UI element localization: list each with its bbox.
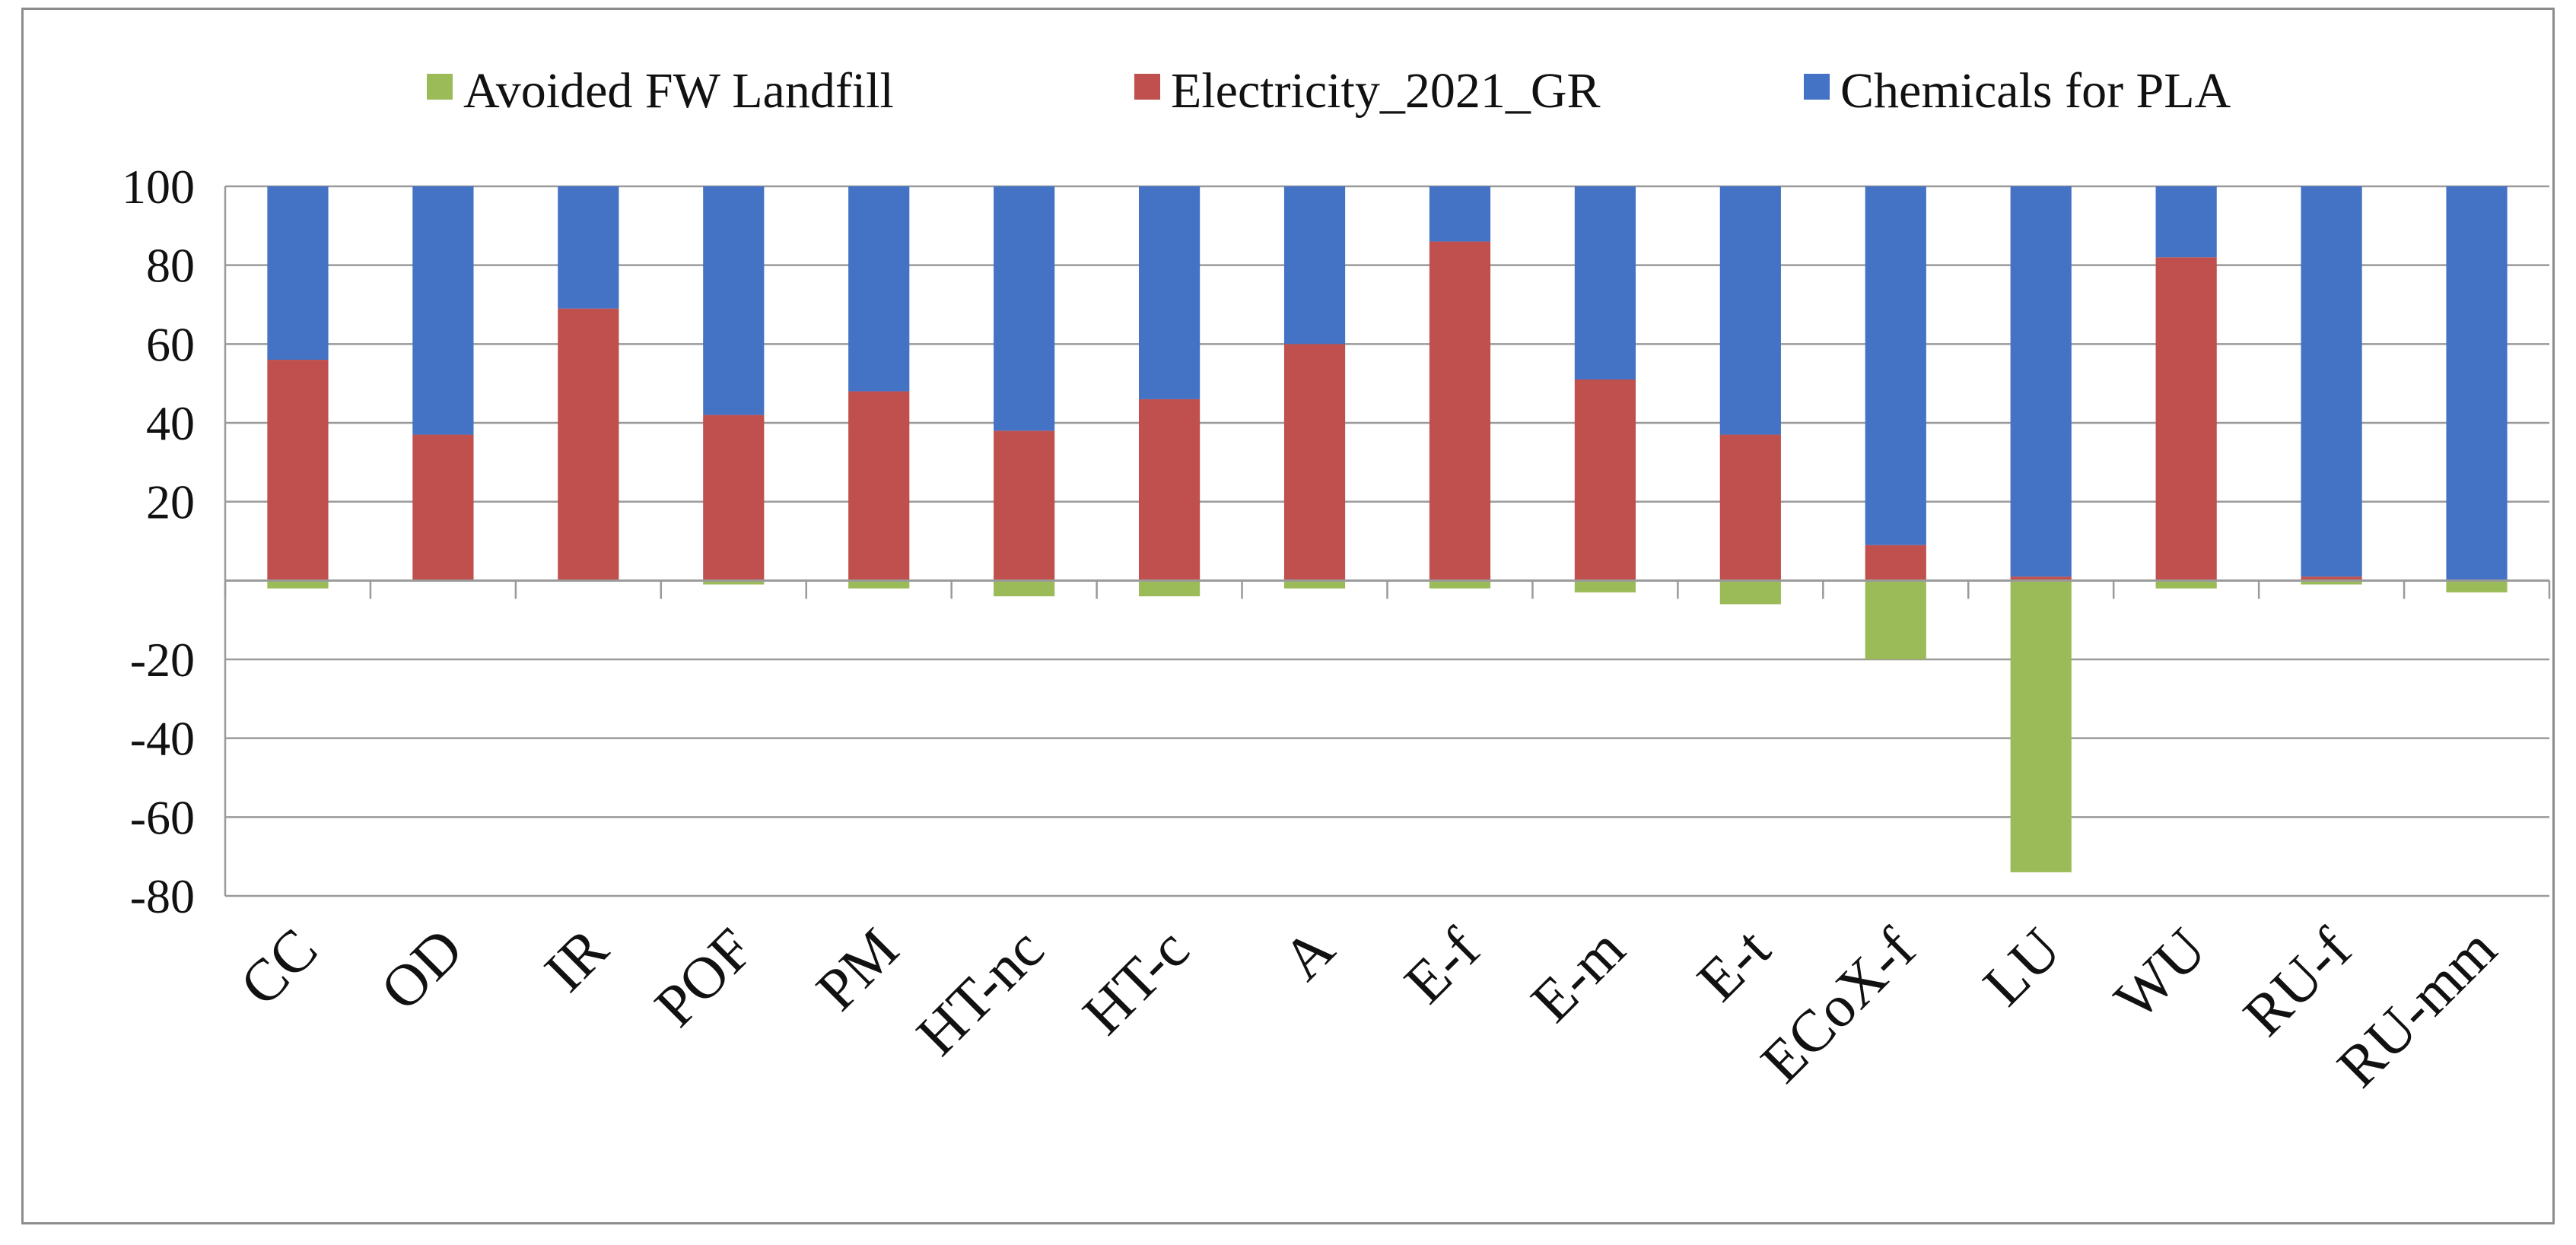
bar-e-f-electricity-2021-gr xyxy=(1429,241,1491,581)
x-tick-label: OD xyxy=(367,916,475,1023)
bar-ht-nc-avoided-fw-landfill xyxy=(994,580,1055,597)
bar-ecox-f-avoided-fw-landfill xyxy=(1865,580,1926,659)
bar-od-electricity-2021-gr xyxy=(412,434,474,581)
x-tick-label: IR xyxy=(532,916,621,1005)
stacked-bar-chart: Avoided FW Landfill Electricity_2021_GR … xyxy=(122,63,2551,1100)
bar-ht-nc-electricity-2021-gr xyxy=(994,430,1055,581)
x-tick-label: POF xyxy=(642,916,766,1040)
bar-ir-chemicals-for-pla xyxy=(558,186,619,309)
x-tick-label: PM xyxy=(803,916,911,1023)
bar-pm-avoided-fw-landfill xyxy=(848,580,910,589)
bar-ecox-f-chemicals-for-pla xyxy=(1865,186,1926,545)
x-tick-label: A xyxy=(1270,916,1347,993)
bar-wu-chemicals-for-pla xyxy=(2155,186,2217,258)
bar-pm-chemicals-for-pla xyxy=(848,186,910,392)
bar-a-electricity-2021-gr xyxy=(1283,344,1346,581)
y-tick-label: 60 xyxy=(146,317,195,371)
bar-ht-c-electricity-2021-gr xyxy=(1138,399,1201,581)
y-tick-label: -60 xyxy=(130,790,195,844)
legend-swatch-chemicals-for-pla xyxy=(1804,74,1830,100)
bar-ru-f-avoided-fw-landfill xyxy=(2301,580,2362,585)
bar-e-t-avoided-fw-landfill xyxy=(1719,580,1781,605)
bar-pof-chemicals-for-pla xyxy=(703,186,765,415)
bar-ht-c-chemicals-for-pla xyxy=(1138,186,1201,399)
bar-a-avoided-fw-landfill xyxy=(1283,580,1346,589)
bars xyxy=(267,186,2508,872)
bar-cc-chemicals-for-pla xyxy=(267,186,329,360)
legend: Avoided FW Landfill Electricity_2021_GR … xyxy=(427,63,2231,119)
y-tick-label: 100 xyxy=(122,160,195,214)
bar-ir-electricity-2021-gr xyxy=(558,308,619,581)
bar-pof-avoided-fw-landfill xyxy=(703,580,765,585)
bar-ru-f-chemicals-for-pla xyxy=(2301,186,2362,577)
bar-e-m-avoided-fw-landfill xyxy=(1574,580,1636,592)
x-tick-label: HT-c xyxy=(1070,916,1201,1047)
bar-ht-nc-chemicals-for-pla xyxy=(994,186,1055,431)
chart-frame: Avoided FW Landfill Electricity_2021_GR … xyxy=(21,8,2555,1224)
x-tick-label: WU xyxy=(2101,916,2218,1032)
y-tick-label: -20 xyxy=(130,633,195,687)
x-tick-label: LU xyxy=(1970,916,2073,1018)
bar-ru-mm-avoided-fw-landfill xyxy=(2446,580,2508,592)
bar-wu-electricity-2021-gr xyxy=(2155,257,2217,581)
bar-e-f-chemicals-for-pla xyxy=(1429,186,1491,242)
bar-wu-avoided-fw-landfill xyxy=(2155,580,2217,589)
bar-lu-avoided-fw-landfill xyxy=(2010,580,2072,872)
bar-e-m-electricity-2021-gr xyxy=(1574,379,1636,581)
bar-e-f-avoided-fw-landfill xyxy=(1429,580,1491,589)
legend-label-avoided-fw-landfill: Avoided FW Landfill xyxy=(463,63,894,119)
legend-swatch-electricity xyxy=(1134,74,1160,100)
x-tick-label: E-f xyxy=(1391,915,1492,1015)
bar-pof-electricity-2021-gr xyxy=(703,414,765,581)
x-tick-label: RU-mm xyxy=(2324,916,2508,1100)
y-axis: -80 -60 -40 -20 20 40 60 80 100 xyxy=(122,160,227,923)
x-tick-label: RU-f xyxy=(2231,915,2364,1048)
legend-label-electricity: Electricity_2021_GR xyxy=(1171,63,1601,119)
y-tick-label: 40 xyxy=(146,396,195,450)
bar-ecox-f-electricity-2021-gr xyxy=(1865,545,1926,581)
x-tick-label: HT-nc xyxy=(904,916,1056,1068)
bar-cc-electricity-2021-gr xyxy=(267,360,329,581)
bar-cc-avoided-fw-landfill xyxy=(267,580,329,589)
y-tick-label: 20 xyxy=(146,475,195,529)
bar-lu-chemicals-for-pla xyxy=(2010,186,2072,577)
bar-ru-mm-chemicals-for-pla xyxy=(2446,186,2508,581)
bar-e-m-chemicals-for-pla xyxy=(1574,186,1636,380)
x-tick-label: CC xyxy=(227,916,329,1018)
x-tick-label: ECoX-f xyxy=(1748,915,1928,1094)
bar-ht-c-avoided-fw-landfill xyxy=(1138,580,1201,597)
bar-od-chemicals-for-pla xyxy=(412,186,474,435)
legend-swatch-avoided-fw-landfill xyxy=(427,74,453,100)
bar-lu-electricity-2021-gr xyxy=(2010,576,2072,581)
bar-e-t-electricity-2021-gr xyxy=(1719,434,1781,581)
y-tick-label: -40 xyxy=(130,712,195,766)
x-tick-label: E-m xyxy=(1518,916,1636,1034)
bar-e-t-chemicals-for-pla xyxy=(1719,186,1781,435)
bar-a-chemicals-for-pla xyxy=(1283,186,1346,345)
y-tick-label: -80 xyxy=(130,869,195,923)
legend-label-chemicals-for-pla: Chemicals for PLA xyxy=(1840,63,2231,119)
bar-pm-electricity-2021-gr xyxy=(848,391,910,581)
y-tick-label: 80 xyxy=(146,239,195,293)
x-tick-label: E-t xyxy=(1684,915,1783,1013)
bar-ru-f-electricity-2021-gr xyxy=(2301,576,2362,581)
